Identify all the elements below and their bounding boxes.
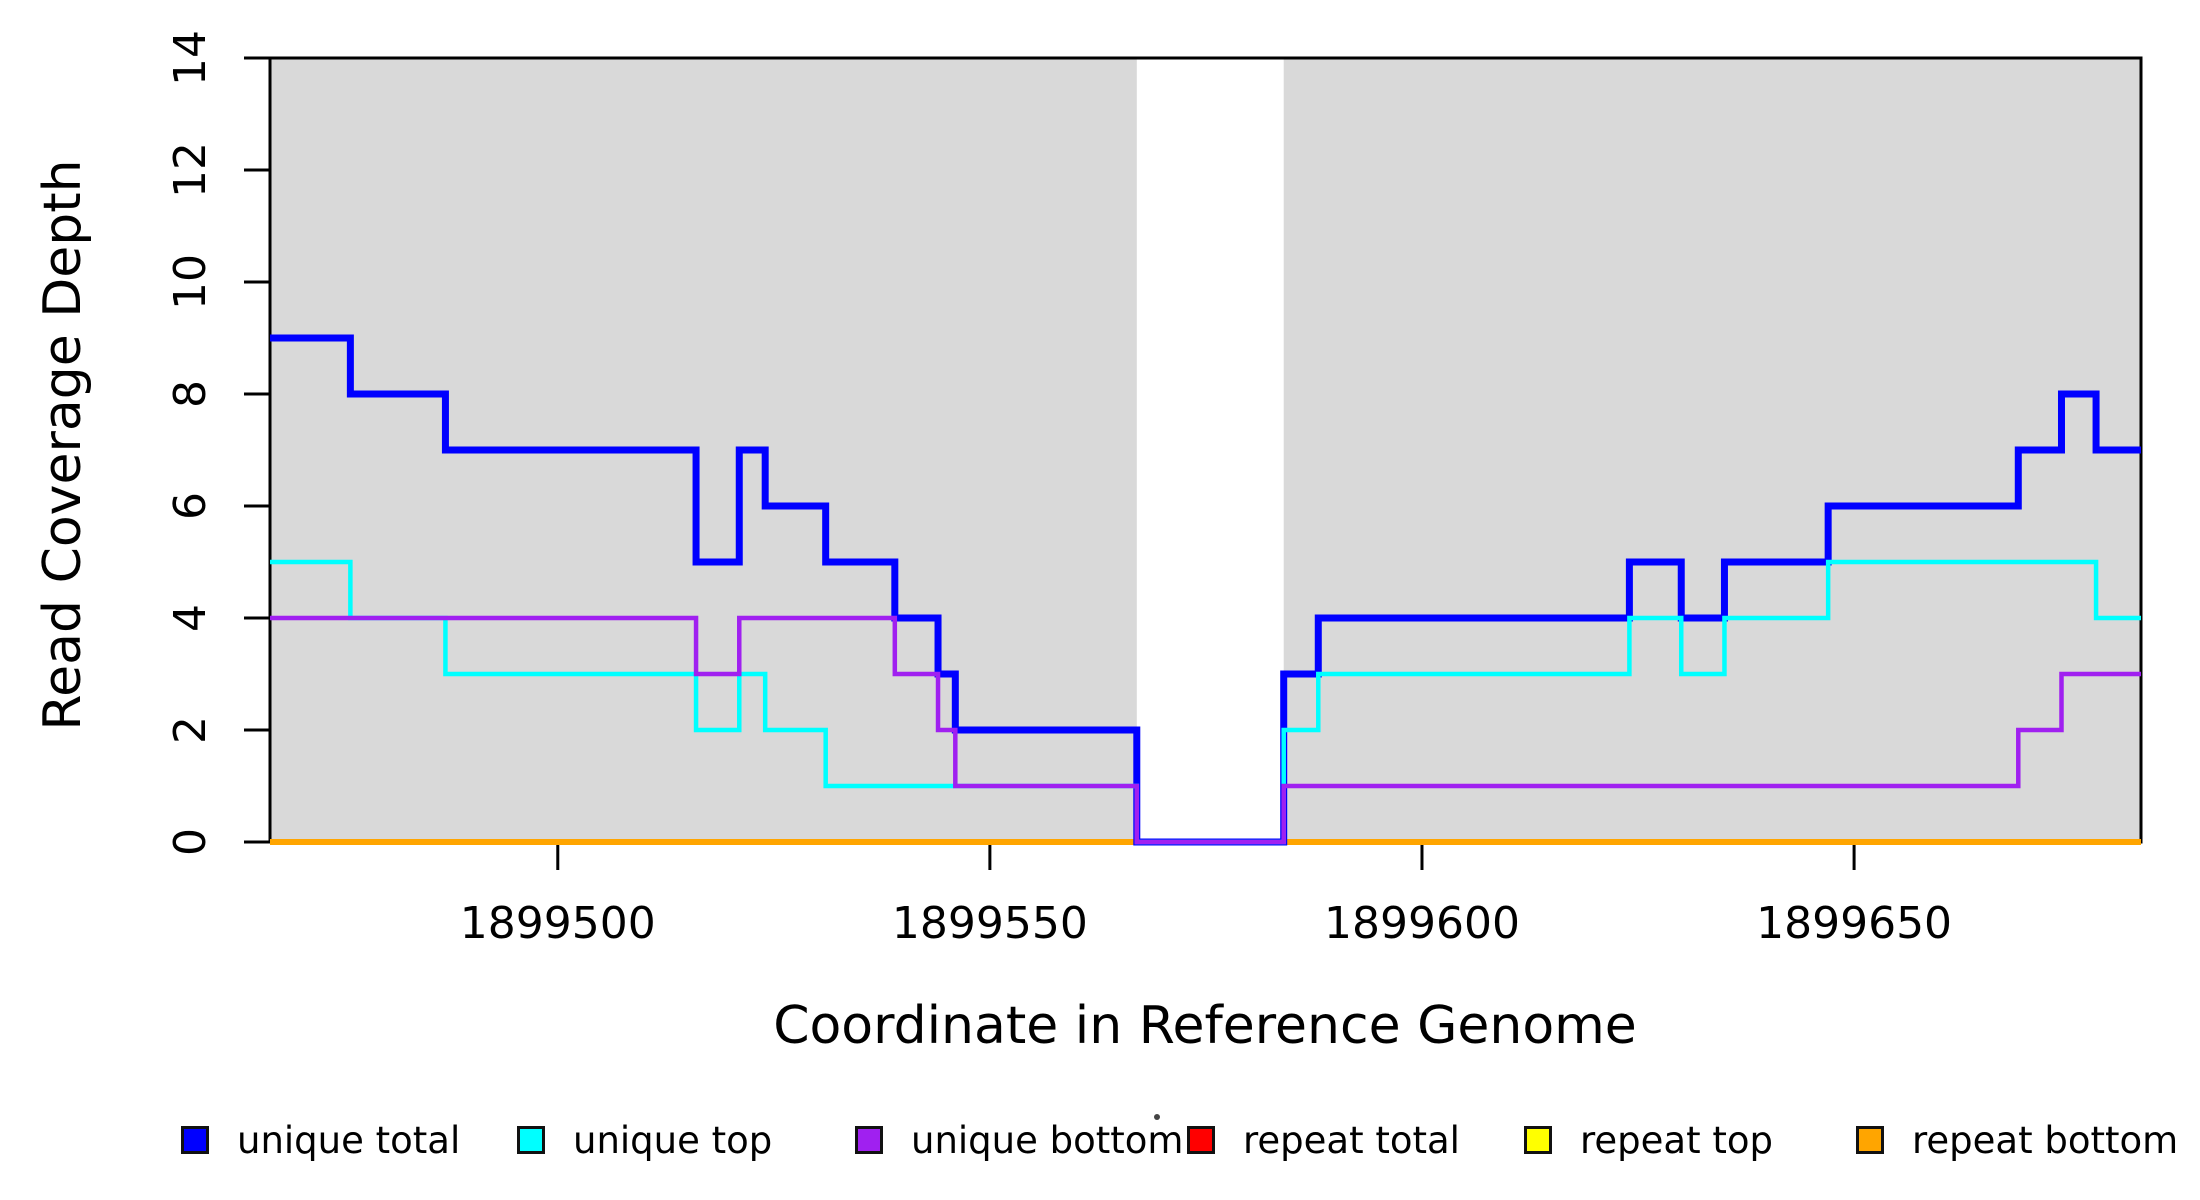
stray-mark bbox=[1154, 1114, 1160, 1120]
y-tick-label: 12 bbox=[165, 142, 216, 198]
y-tick-label: 0 bbox=[165, 828, 216, 856]
x-tick-label: 1899600 bbox=[1324, 898, 1520, 949]
y-axis-title: Read Coverage Depth bbox=[33, 159, 93, 730]
x-axis-title: Coordinate in Reference Genome bbox=[773, 996, 1637, 1056]
y-tick-label: 14 bbox=[165, 30, 216, 86]
y-tick-label: 10 bbox=[165, 254, 216, 310]
shaded-region bbox=[270, 58, 1137, 842]
x-tick-label: 1899500 bbox=[460, 898, 656, 949]
plot-area: 0 2 4 6 8 10 12 14 1899500 1899550 1899600 1899650 bbox=[165, 30, 2143, 949]
x-tick-label: 1899550 bbox=[892, 898, 1088, 949]
x-tick-label: 1899650 bbox=[1756, 898, 1952, 949]
y-tick-label: 2 bbox=[165, 716, 216, 744]
y-tick-label: 8 bbox=[165, 380, 216, 408]
shaded-region bbox=[1283, 58, 2141, 842]
y-tick-label: 6 bbox=[165, 492, 216, 520]
y-tick-label: 4 bbox=[165, 604, 216, 632]
series-unique-bottom bbox=[270, 615, 2141, 845]
